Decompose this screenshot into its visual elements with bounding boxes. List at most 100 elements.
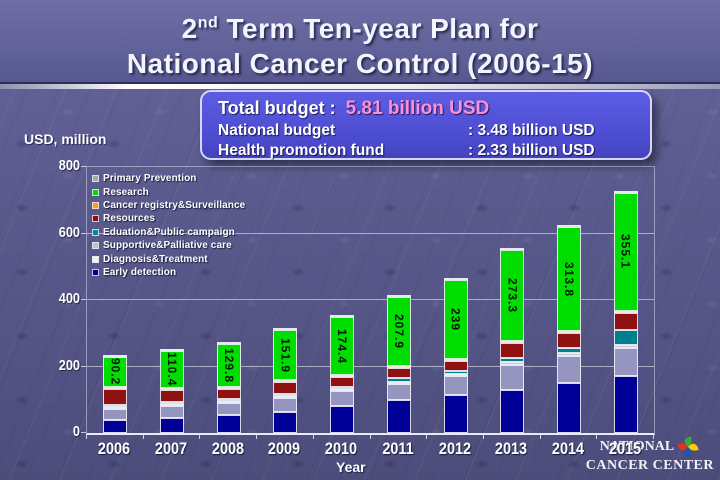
stacked-bar-2014: 313.8 (556, 224, 581, 433)
y-tick-mark (81, 432, 86, 433)
bar-segment-early-detection (216, 415, 241, 433)
legend-swatch-icon (92, 268, 99, 276)
y-tick-label-200: 200 (58, 356, 80, 374)
budget-health-label: Health promotion fund (218, 142, 385, 159)
bar-segment-resources (500, 343, 525, 359)
stacked-bar-2013: 273.3 (500, 248, 525, 433)
y-tick-mark (81, 232, 86, 234)
bar-segment-resources (443, 361, 468, 371)
x-tick-mark (596, 434, 598, 439)
bar-segment-diagnosis-treatment (500, 364, 525, 390)
x-tick-label-2010: 2010 (325, 439, 358, 458)
bar-segment-primary-prevention (330, 315, 355, 318)
bar-segment-research: 129.8 (216, 344, 241, 388)
x-tick-label-2014: 2014 (551, 439, 585, 458)
budget-national-value: : 3.48 billion USD (468, 122, 595, 139)
bar-segment-primary-prevention (613, 190, 638, 193)
bar-segment-supportive-palliative-care (443, 373, 468, 377)
bar-segment-primary-prevention (443, 277, 468, 280)
y-tick-label-800: 800 (58, 157, 80, 174)
y-tick-label-400: 400 (58, 290, 80, 307)
title-band (0, 0, 720, 82)
legend-item-early-detection: Early detection (92, 266, 245, 279)
legend-label: Resources (103, 213, 156, 225)
legend-item-diagnosis-treatment: Diagnosis&Treatment (92, 252, 245, 265)
divider-dark-line (0, 82, 720, 84)
bar-segment-diagnosis-treatment (216, 403, 241, 416)
bar-segment-diagnosis-treatment (160, 405, 185, 418)
bar-segment-resources (613, 312, 638, 330)
legend-swatch-icon (92, 228, 99, 236)
bar-segment-supportive-palliative-care (613, 344, 638, 348)
research-value-label: 129.8 (221, 348, 236, 384)
legend-label: Research (103, 186, 149, 198)
x-tick-label-2011: 2011 (382, 439, 414, 458)
research-value-label: 355.1 (618, 234, 633, 270)
title-line1: 2nd Term Ten-year Plan for (181, 13, 539, 45)
bar-segment-resources (556, 333, 581, 349)
budget-national-row: National budget : 3.48 billion USD (218, 121, 636, 141)
chart-plot-area: 90.2 110.4 129.8 151.9 174.4 207.9 239 273.3 313… (86, 166, 655, 435)
logo-text-line1: NATIONAL (599, 439, 675, 454)
bar-segment-supportive-palliative-care (556, 353, 581, 356)
bar-segment-early-detection (330, 406, 355, 433)
stacked-bar-2010: 174.4 (330, 315, 355, 433)
bar-segment-cancer-registry-surveillance (330, 375, 355, 378)
research-value-label: 207.9 (391, 313, 406, 349)
gridline-400 (87, 299, 654, 300)
bar-segment-research: 207.9 (386, 296, 411, 366)
legend-swatch-icon (92, 201, 99, 209)
research-value-label: 273.3 (505, 278, 520, 314)
bar-segment-resources (386, 367, 411, 379)
bar-segment-primary-prevention (556, 224, 581, 227)
x-tick-mark (369, 434, 371, 439)
bar-segment-primary-prevention (273, 327, 298, 330)
x-tick-label-2013: 2013 (495, 439, 528, 458)
research-value-label: 90.2 (108, 358, 123, 386)
legend-swatch-icon (92, 175, 99, 183)
budget-health-value: : 2.33 billion USD (468, 142, 595, 159)
y-tick-label-0: 0 (72, 423, 80, 440)
x-tick-label-2006: 2006 (98, 439, 131, 458)
bar-segment-supportive-palliative-care (103, 407, 128, 410)
x-tick-label-2009: 2009 (268, 439, 301, 458)
research-value-label: 110.4 (165, 352, 180, 387)
bar-segment-diagnosis-treatment (443, 376, 468, 395)
bar-segment-resources (216, 389, 241, 400)
bar-segment-research: 273.3 (500, 250, 525, 342)
bar-segment-primary-prevention (160, 349, 185, 352)
bar-segment-supportive-palliative-care (500, 362, 525, 365)
bar-segment-eduation-public-campaign (443, 370, 468, 374)
stacked-bar-2011: 207.9 (386, 294, 411, 433)
bar-segment-eduation-public-campaign (556, 348, 581, 354)
gridline-200 (87, 365, 654, 367)
bar-segment-cancer-registry-surveillance (556, 331, 581, 334)
bar-segment-diagnosis-treatment (330, 391, 355, 407)
bar-segment-resources (103, 389, 128, 406)
x-tick-label-2007: 2007 (154, 439, 188, 458)
y-tick-label-600: 600 (58, 223, 80, 241)
legend-label: Eduation&Public campaign (103, 226, 235, 238)
chart-legend: Primary Prevention Research Cancer registr… (92, 172, 245, 279)
research-value-label: 151.9 (278, 337, 293, 373)
bar-segment-diagnosis-treatment (103, 409, 128, 420)
bar-segment-research: 355.1 (613, 192, 638, 311)
bar-segment-primary-prevention (500, 248, 525, 251)
legend-label: Primary Prevention (103, 173, 197, 185)
bar-segment-research: 110.4 (160, 351, 185, 388)
bar-segment-eduation-public-campaign (330, 387, 355, 390)
bar-segment-research: 313.8 (556, 226, 581, 332)
legend-item-supportive-palliative-care: Supportive&Palliative care (92, 239, 245, 252)
bar-segment-resources (273, 382, 298, 395)
budget-summary-box: Total budget : 5.81 billion USD National … (200, 90, 652, 160)
bar-segment-early-detection (386, 399, 411, 433)
legend-swatch-icon (92, 188, 99, 196)
research-value-label: 174.4 (335, 328, 350, 364)
bar-segment-early-detection (443, 394, 468, 433)
bar-segment-early-detection (556, 383, 581, 433)
budget-national-label: National budget (218, 122, 336, 139)
x-tick-mark (482, 434, 484, 439)
research-value-label: 239 (448, 307, 463, 331)
logo-text-line2: CANCER CENTER (585, 458, 714, 473)
bar-segment-cancer-registry-surveillance (386, 365, 411, 368)
